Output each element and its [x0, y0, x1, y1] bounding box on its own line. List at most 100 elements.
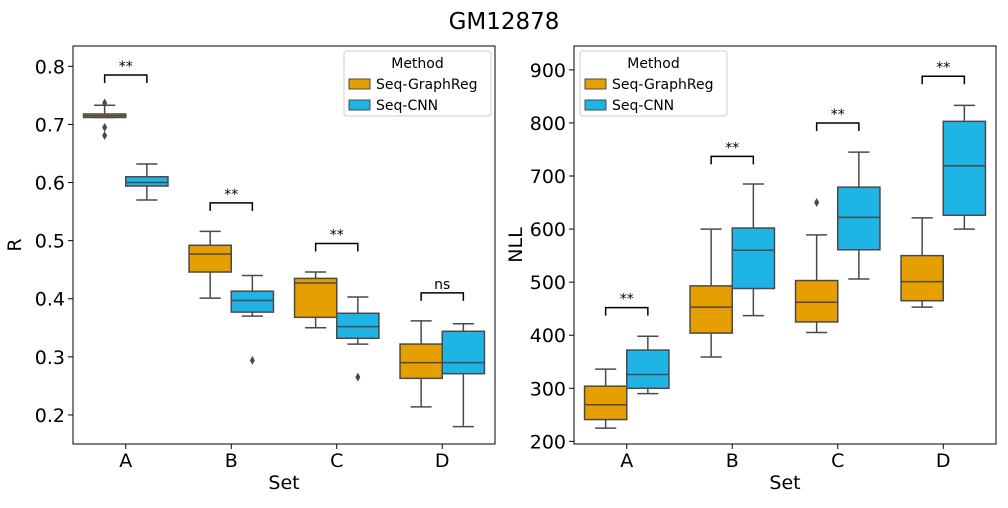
r-boxplot-panel: 0.2 0.3 0.4 0.5 0.6 0.7 0.8 A B C D Set R ** ** ** ns Met…: [4, 45, 496, 494]
significance-bracket: [604, 306, 649, 316]
y-tick-label: 0.3: [35, 347, 65, 369]
significance-label: **: [119, 59, 133, 75]
legend-swatch: [348, 99, 371, 111]
outlier-point: [102, 98, 108, 108]
plot-frame: [72, 45, 496, 445]
legend: Method Seq-GraphReg Seq-CNN: [343, 50, 492, 117]
box-body: [689, 285, 733, 334]
significance-label: **: [224, 187, 238, 203]
legend-entry: Seq-CNN: [376, 98, 438, 114]
box-body: [942, 120, 987, 217]
significance-label: **: [831, 107, 845, 123]
significance-bracket: [103, 74, 148, 84]
box-body: [731, 227, 776, 290]
box-body: [336, 312, 380, 340]
legend-entry: Seq-GraphReg: [376, 77, 478, 93]
box-body: [188, 244, 233, 273]
box-body: [293, 277, 338, 319]
legend-swatch: [584, 78, 607, 90]
box-body: [900, 254, 944, 302]
box-seq-cnn-b: [230, 274, 275, 365]
box-seq-cnn-d: [942, 104, 987, 230]
outlier-point: [102, 130, 108, 140]
outlier-point: [249, 355, 255, 365]
significance-bracket: [710, 155, 755, 165]
nll-boxplot-panel: 200 300 400 500 600 700 800 900 A B C D Set NLL ** ** **…: [505, 45, 997, 494]
x-tick-label: C: [831, 450, 844, 472]
box-body: [230, 290, 275, 313]
box-body: [583, 385, 628, 421]
box-body: [837, 186, 881, 251]
y-axis-label: R: [4, 238, 26, 251]
box-seq-graphreg-b: [188, 230, 233, 299]
x-tick-label: B: [726, 450, 739, 472]
y-tick-label: 0.6: [35, 173, 65, 195]
box-body: [441, 330, 486, 375]
x-tick-label: A: [119, 450, 132, 472]
significance-bracket: [209, 202, 254, 211]
box-seq-cnn-b: [731, 183, 776, 317]
significance-bracket: [314, 242, 359, 252]
box-body: [794, 279, 839, 323]
significance-bracket: [420, 292, 465, 301]
y-tick-label: 300: [530, 378, 566, 400]
significance-label: **: [936, 60, 950, 76]
box-body: [125, 175, 169, 187]
box-seq-graphreg-a: [82, 98, 127, 140]
x-axis-label: Set: [769, 472, 800, 494]
legend-entry: Seq-CNN: [612, 98, 674, 114]
legend-swatch: [584, 99, 607, 111]
box-seq-cnn-d: [441, 322, 486, 428]
figure-title: GM12878: [449, 9, 560, 35]
y-tick-label: 500: [530, 272, 566, 294]
plot-frame: [573, 45, 997, 445]
y-tick-label: 200: [530, 431, 566, 453]
significance-label: ns: [434, 277, 450, 293]
x-tick-label: A: [620, 450, 633, 472]
y-tick-label: 0.7: [35, 114, 65, 136]
legend-frame: [343, 50, 492, 117]
legend-frame: [579, 50, 728, 117]
box-body: [626, 349, 670, 390]
box-body: [399, 343, 443, 380]
box-seq-cnn-a: [626, 335, 670, 395]
box-seq-graphreg-d: [399, 320, 443, 408]
y-tick-label: 400: [530, 325, 566, 347]
legend-swatch: [348, 78, 371, 90]
legend-title: Method: [391, 56, 444, 72]
significance-label: **: [725, 140, 739, 156]
outlier-point: [355, 372, 361, 382]
box-seq-cnn-c: [336, 296, 380, 382]
box-seq-graphreg-a: [583, 368, 628, 429]
y-tick-label: 600: [530, 219, 566, 241]
significance-bracket: [921, 75, 966, 85]
significance-bracket: [815, 122, 860, 131]
y-axis-label: NLL: [505, 227, 527, 263]
legend-title: Method: [627, 56, 680, 72]
y-tick-label: 0.2: [35, 405, 65, 427]
y-tick-label: 0.8: [35, 56, 65, 78]
significance-label: **: [620, 292, 634, 308]
significance-label: **: [330, 228, 344, 244]
x-tick-label: B: [225, 450, 238, 472]
x-tick-label: C: [330, 450, 343, 472]
x-tick-label: D: [435, 450, 450, 472]
outlier-point: [814, 198, 820, 208]
box-seq-graphreg-c: [794, 198, 839, 334]
outlier-point: [102, 122, 108, 132]
box-seq-graphreg-d: [900, 217, 944, 308]
y-tick-label: 900: [530, 60, 566, 82]
y-tick-label: 800: [530, 113, 566, 135]
legend: Method Seq-GraphReg Seq-CNN: [579, 50, 728, 117]
box-seq-graphreg-c: [293, 271, 338, 329]
box-seq-cnn-c: [837, 151, 881, 280]
x-axis-label: Set: [268, 472, 299, 494]
y-tick-label: 0.5: [35, 231, 65, 253]
legend-entry: Seq-GraphReg: [612, 77, 714, 93]
box-seq-cnn-a: [125, 163, 169, 201]
x-tick-label: D: [936, 450, 951, 472]
y-tick-label: 700: [530, 166, 566, 188]
box-seq-graphreg-b: [689, 228, 733, 358]
y-tick-label: 0.4: [35, 289, 65, 311]
